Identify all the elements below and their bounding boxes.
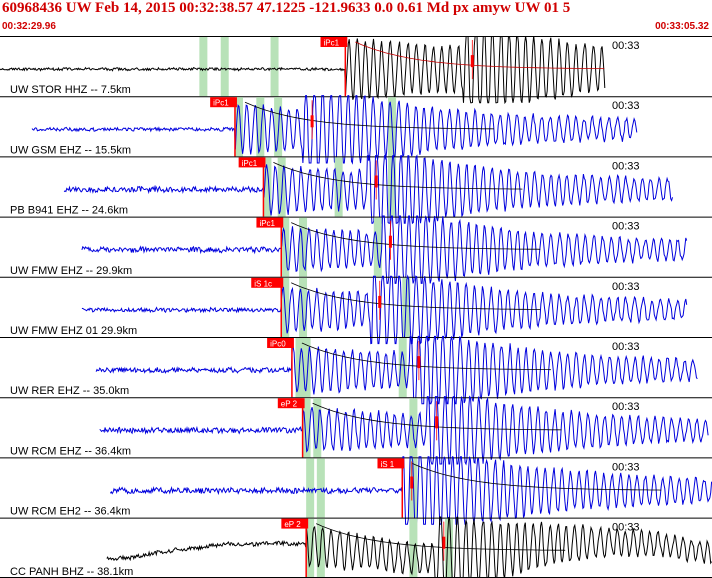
pick-label-box	[251, 277, 284, 288]
trace-panel: eP 2 00:33 UW RCM EHZ -- 36.4km	[0, 395, 712, 466]
time-label: 00:33	[612, 160, 640, 172]
pick-label-box	[267, 338, 294, 348]
phase-window	[256, 97, 265, 157]
time-label: 00:33	[612, 40, 640, 52]
time-label: 00:33	[612, 461, 640, 473]
channel-label: UW FMW EHZ 01 29.9km	[10, 325, 137, 337]
channel-label: UW STOR HHZ -- 7.5km	[10, 84, 131, 96]
trace-panel: iPc0 00:33 UW RER EHZ -- 35.0km	[0, 335, 712, 405]
pick-label: iPc1	[256, 217, 284, 228]
channel-label: UW RER EHZ -- 35.0km	[10, 385, 129, 397]
pick-label-text: eP 2	[284, 520, 301, 529]
phase-window	[316, 458, 325, 518]
pick-label-text: iPc1	[213, 99, 229, 108]
phase-window	[373, 217, 382, 277]
trace-panel: iPc1 00:33 UW FMW EHZ -- 29.9km	[0, 215, 712, 284]
phase-window	[299, 277, 308, 337]
coda-curve	[273, 162, 523, 190]
time-label: 00:33	[612, 522, 640, 534]
pick-label-text: iPc1	[259, 219, 275, 228]
pick-label-box	[277, 398, 305, 409]
channel-label: UW RCM EH2 -- 36.4km	[10, 506, 130, 518]
phase-window	[302, 398, 311, 458]
phase-window	[220, 37, 229, 97]
coda-curve	[291, 222, 541, 250]
channel-label: UW RCM EHZ -- 36.4km	[10, 445, 131, 457]
waveform-trace	[81, 215, 688, 284]
phase-window	[274, 97, 283, 157]
pick-label-text: iPc1	[324, 39, 340, 48]
pick-label-box	[210, 97, 237, 108]
trace-panel: iPc1 00:33 PB B941 EHZ -- 24.6km	[0, 154, 712, 225]
coda-curve	[301, 342, 551, 371]
event-title: 60968436 UW Feb 14, 2015 00:32:38.57 47.…	[2, 0, 571, 16]
phase-window	[334, 157, 343, 217]
pick-label-text: eP 2	[281, 400, 298, 409]
pick-label-box	[256, 217, 284, 228]
phase-window	[388, 157, 397, 217]
time-end: 00:33:05.32	[655, 21, 709, 32]
pick-label: iPc1	[238, 157, 266, 168]
pick-label-text: iS 1c	[254, 279, 272, 288]
trace-panel: iS 1 00:33 UW RCM EH2 -- 36.4km	[0, 456, 712, 525]
waveform-trace	[31, 95, 638, 165]
time-label: 00:33	[612, 100, 640, 112]
time-label: 00:33	[612, 281, 640, 293]
phase-window	[409, 518, 418, 578]
waveform-trace	[109, 456, 712, 525]
pick-label-box	[281, 518, 309, 529]
trace-panel: iPc1 00:33 UW GSM EHZ -- 15.5km	[0, 95, 712, 165]
waveform-panels: iPc1 00:33 UW STOR HHZ -- 7.5km iPc1 00:33 UW…	[0, 36, 712, 578]
coda-curve	[412, 463, 662, 491]
phase-window	[313, 398, 322, 458]
coda-curve	[316, 523, 566, 551]
time-label: 00:33	[612, 341, 640, 353]
phase-window	[234, 97, 243, 157]
waveform-trace	[63, 154, 673, 225]
time-start: 00:32:29.96	[2, 21, 56, 32]
phase-window	[302, 338, 311, 398]
channel-label: UW FMW EHZ -- 29.9km	[10, 265, 132, 277]
trace-panel: eP 2 00:33 CC PANH BHZ -- 38.1km	[0, 516, 712, 578]
phase-window	[299, 217, 308, 277]
pick-label: iPc1	[210, 97, 237, 108]
pick-label: eP 2	[277, 398, 305, 409]
trace-panel: iPc1 00:33 UW STOR HHZ -- 7.5km	[0, 36, 712, 105]
pick-label: eP 2	[281, 518, 309, 529]
pick-label-box	[320, 37, 348, 47]
phase-window	[270, 37, 279, 97]
pick-label: iPc0	[267, 338, 294, 349]
time-label: 00:33	[612, 221, 640, 233]
pick-label-text: iS 1	[380, 460, 394, 469]
channel-label: PB B941 EHZ -- 24.6km	[10, 205, 128, 217]
phase-window	[445, 518, 453, 578]
pick-label-box	[377, 458, 405, 469]
coda-curve	[355, 41, 605, 70]
coda-curve	[291, 282, 541, 310]
pick-label: iS 1c	[251, 277, 284, 288]
phase-window	[263, 157, 272, 217]
time-label: 00:33	[612, 401, 640, 413]
coda-curve	[244, 101, 495, 130]
phase-window	[306, 518, 315, 578]
channel-label: CC PANH BHZ -- 38.1km	[10, 566, 133, 578]
pick-label-text: iPc1	[242, 159, 258, 168]
header: 60968436 UW Feb 14, 2015 00:32:38.57 47.…	[0, 0, 712, 36]
trace-panel: iS 1c 00:33 UW FMW EHZ 01 29.9km	[0, 274, 712, 345]
pick-label-text: iPc0	[270, 340, 286, 349]
waveform-trace	[106, 516, 712, 578]
phase-window	[398, 338, 407, 398]
waveform-trace	[95, 335, 698, 405]
pick-label: iPc1	[320, 37, 348, 48]
waveform-trace	[99, 395, 709, 466]
waveform-trace	[0, 36, 606, 105]
pick-label-box	[238, 157, 266, 168]
pick-label: iS 1	[377, 458, 405, 469]
channel-label: UW GSM EHZ -- 15.5km	[10, 144, 131, 156]
phase-window	[199, 37, 208, 97]
phase-window	[306, 458, 315, 518]
waveform-trace	[81, 274, 688, 345]
